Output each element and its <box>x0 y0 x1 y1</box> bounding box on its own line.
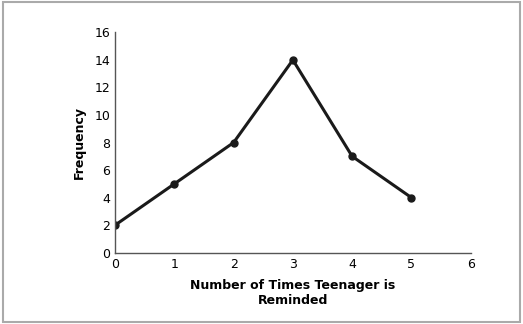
Y-axis label: Frequency: Frequency <box>73 106 86 179</box>
X-axis label: Number of Times Teenager is
Reminded: Number of Times Teenager is Reminded <box>190 279 395 307</box>
